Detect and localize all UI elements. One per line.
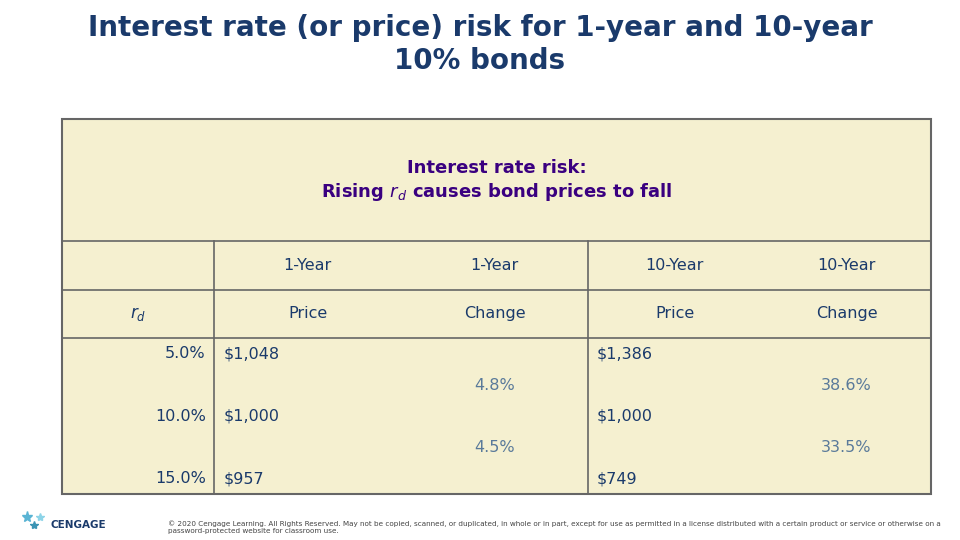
Text: 1-Year: 1-Year xyxy=(470,258,518,273)
Text: Change: Change xyxy=(816,307,877,321)
FancyBboxPatch shape xyxy=(62,119,931,494)
Text: 5.0%: 5.0% xyxy=(165,347,205,361)
Text: 38.6%: 38.6% xyxy=(821,377,872,393)
Text: Change: Change xyxy=(464,307,525,321)
Text: $1,000: $1,000 xyxy=(223,409,279,424)
Text: 4.8%: 4.8% xyxy=(474,377,515,393)
Text: 10.0%: 10.0% xyxy=(155,409,205,424)
Text: Price: Price xyxy=(288,307,327,321)
Text: 33.5%: 33.5% xyxy=(821,440,872,455)
Text: 10-Year: 10-Year xyxy=(817,258,876,273)
Text: Price: Price xyxy=(656,307,694,321)
Text: $749: $749 xyxy=(597,471,637,486)
Text: Rising $r_d$ causes bond prices to fall: Rising $r_d$ causes bond prices to fall xyxy=(321,181,673,202)
Text: $957: $957 xyxy=(223,471,264,486)
Text: $1,000: $1,000 xyxy=(597,409,653,424)
Text: 15.0%: 15.0% xyxy=(155,471,205,486)
Text: CENGAGE: CENGAGE xyxy=(51,520,107,530)
Text: $1,048: $1,048 xyxy=(223,347,279,361)
Text: © 2020 Cengage Learning. All Rights Reserved. May not be copied, scanned, or dup: © 2020 Cengage Learning. All Rights Rese… xyxy=(168,520,941,534)
Text: 10-Year: 10-Year xyxy=(646,258,704,273)
Text: $r_d$: $r_d$ xyxy=(131,305,147,323)
Text: Interest rate risk:: Interest rate risk: xyxy=(407,159,587,177)
Text: Interest rate (or price) risk for 1-year and 10-year
10% bonds: Interest rate (or price) risk for 1-year… xyxy=(87,14,873,75)
Text: 1-Year: 1-Year xyxy=(284,258,332,273)
Text: $1,386: $1,386 xyxy=(597,347,653,361)
Text: 4.5%: 4.5% xyxy=(474,440,515,455)
